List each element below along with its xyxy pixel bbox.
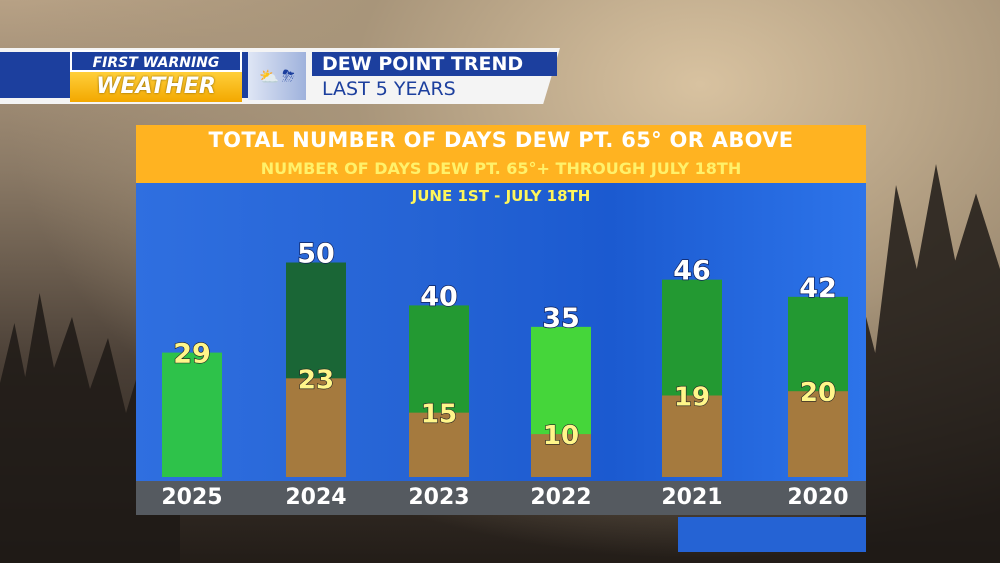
plot-area [136,183,866,481]
label-through-july18-2021: 19 [674,382,710,412]
sun-cloud-icon: ⛅ [259,66,280,86]
label-through-july18-2023: 15 [421,400,457,430]
logo-top-text: FIRST WARNING [70,50,242,72]
x-tick-label-2022: 2022 [530,485,592,510]
bar-through-july18-2021 [662,395,722,477]
label-through-july18-2022: 10 [543,421,579,451]
label-total-2024: 50 [297,239,335,270]
bar-chart: 29 23 50 15 40 10 35 19 46 20 42 [162,238,848,477]
x-tick-label-2024: 2024 [285,485,347,510]
storm-icon: ⛈ [282,66,295,85]
bar-through-july18-2023 [409,412,469,477]
chart-period: JUNE 1ST - JULY 18TH [411,187,591,205]
graphic-title-line2: LAST 5 YEARS [322,78,456,100]
x-tick-label-2025: 2025 [161,485,223,510]
station-logo: FIRST WARNING WEATHER ⛅ ⛈ [70,50,310,102]
bar-through-july18-2024 [286,378,346,477]
label-total-2023: 40 [420,281,458,312]
x-axis-band [136,481,866,515]
label-total-2021: 46 [673,256,711,287]
graphic-title-line1: DEW POINT TREND [312,52,557,76]
chart-subtitle: NUMBER OF DAYS DEW PT. 65°+ THROUGH JULY… [136,155,866,183]
bar-through-july18-2022 [531,434,591,477]
logo-bottom-text: WEATHER [70,72,242,102]
weather-icons: ⛅ ⛈ [248,52,306,100]
graphic-title: DEW POINT TREND LAST 5 YEARS [312,52,557,100]
label-total-2025: 29 [173,339,211,370]
bar-through-july18-2020 [788,391,848,477]
bar-total-2025 [162,352,222,477]
chart-panel: TOTAL NUMBER OF DAYS DEW PT. 65° OR ABOV… [136,125,866,515]
label-through-july18-2024: 23 [298,365,334,395]
label-total-2022: 35 [542,303,580,334]
x-tick-label-2020: 2020 [787,485,849,510]
label-total-2020: 42 [799,273,837,304]
x-tick-label-2021: 2021 [661,485,723,510]
chart-title: TOTAL NUMBER OF DAYS DEW PT. 65° OR ABOV… [136,125,866,155]
x-tick-label-2023: 2023 [408,485,470,510]
label-through-july18-2020: 20 [800,378,836,408]
panel-tail [678,517,866,552]
